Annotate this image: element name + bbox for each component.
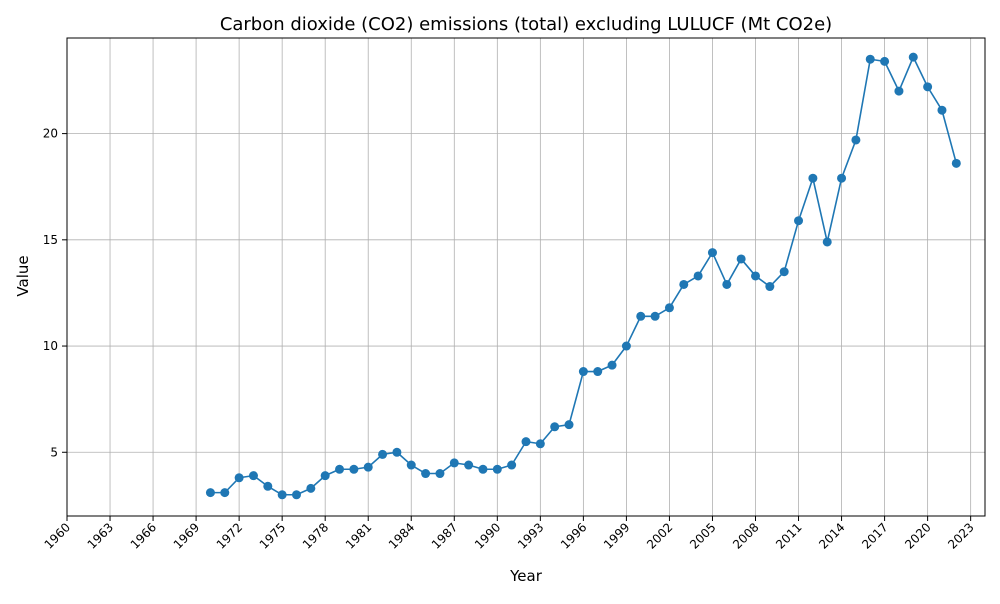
x-axis-label: Year [509, 567, 543, 585]
y-tick-label: 5 [50, 445, 58, 459]
data-point [765, 282, 775, 292]
data-point [320, 471, 330, 481]
data-point [478, 464, 488, 474]
data-point [707, 248, 717, 258]
data-point [808, 173, 818, 183]
data-point [664, 303, 674, 313]
data-point [880, 56, 890, 66]
data-point [923, 82, 933, 92]
data-point [779, 267, 789, 277]
data-point [794, 216, 804, 226]
data-point [908, 52, 918, 62]
data-point [621, 341, 631, 351]
data-point [822, 237, 832, 247]
data-point [205, 488, 215, 498]
data-point [693, 271, 703, 281]
data-point [234, 473, 244, 483]
data-point [492, 464, 502, 474]
y-axis-label: Value [14, 255, 32, 296]
data-point [593, 367, 603, 377]
chart-title: Carbon dioxide (CO2) emissions (total) e… [220, 14, 832, 35]
data-point [650, 311, 660, 321]
data-point [751, 271, 760, 281]
data-point [248, 471, 258, 481]
data-point [837, 173, 847, 183]
data-point [550, 422, 560, 432]
data-point [722, 279, 732, 289]
data-point [349, 464, 359, 474]
data-point [435, 469, 445, 479]
data-point [406, 460, 416, 470]
data-point [277, 490, 287, 500]
data-point [521, 437, 531, 447]
data-point [392, 447, 402, 457]
data-point [951, 158, 961, 168]
data-point [865, 54, 875, 64]
data-point [378, 449, 388, 459]
y-axis: 5 10 15 20 [43, 127, 67, 459]
series-layer [205, 52, 961, 500]
data-point [421, 469, 431, 479]
data-point [679, 279, 689, 289]
data-point [894, 86, 904, 96]
data-point [263, 481, 273, 491]
data-point [449, 458, 459, 468]
y-tick-label: 10 [43, 339, 58, 353]
data-point [464, 460, 474, 470]
y-tick-label: 15 [43, 233, 58, 247]
data-point [535, 439, 545, 449]
y-tick-label: 20 [43, 127, 58, 141]
data-point [937, 105, 947, 115]
data-point [363, 462, 373, 472]
data-point [607, 360, 617, 370]
data-point [736, 254, 746, 264]
data-point [578, 367, 588, 377]
data-point [335, 464, 345, 474]
plot-area-frame [66, 37, 986, 517]
data-point [564, 420, 574, 430]
data-point [851, 135, 861, 145]
data-point [292, 490, 301, 500]
data-point [636, 311, 646, 321]
grid-lines [66, 38, 985, 516]
data-point [306, 483, 316, 493]
data-point [507, 460, 517, 470]
data-point [220, 488, 230, 498]
